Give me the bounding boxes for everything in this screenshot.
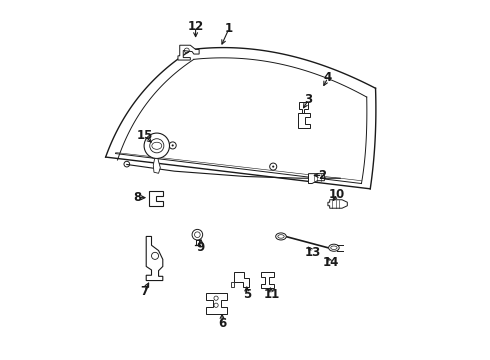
Text: 9: 9	[197, 240, 205, 253]
Text: 6: 6	[218, 317, 226, 330]
Polygon shape	[206, 293, 227, 314]
Text: 14: 14	[322, 256, 339, 269]
Polygon shape	[234, 273, 249, 287]
Text: 13: 13	[305, 246, 321, 259]
Ellipse shape	[329, 244, 339, 251]
Polygon shape	[231, 282, 234, 287]
Text: 1: 1	[225, 22, 233, 35]
Polygon shape	[106, 48, 376, 189]
Polygon shape	[153, 158, 160, 173]
Polygon shape	[309, 174, 324, 184]
Circle shape	[272, 166, 274, 168]
Ellipse shape	[276, 233, 286, 240]
Text: 7: 7	[141, 285, 148, 298]
Text: 10: 10	[329, 188, 345, 201]
Polygon shape	[149, 190, 163, 207]
Text: 15: 15	[136, 129, 153, 143]
Polygon shape	[328, 200, 347, 208]
Text: 2: 2	[318, 169, 327, 182]
Text: 4: 4	[324, 71, 332, 84]
Polygon shape	[178, 45, 199, 60]
Text: 12: 12	[188, 20, 204, 33]
Polygon shape	[298, 113, 310, 128]
Text: 3: 3	[304, 93, 313, 106]
Circle shape	[172, 144, 174, 147]
Polygon shape	[261, 272, 274, 288]
Circle shape	[144, 133, 170, 158]
Text: 8: 8	[133, 191, 142, 204]
Circle shape	[192, 229, 203, 240]
Text: 5: 5	[243, 288, 251, 301]
Polygon shape	[146, 237, 163, 280]
Polygon shape	[298, 102, 308, 113]
Text: 11: 11	[263, 288, 280, 301]
